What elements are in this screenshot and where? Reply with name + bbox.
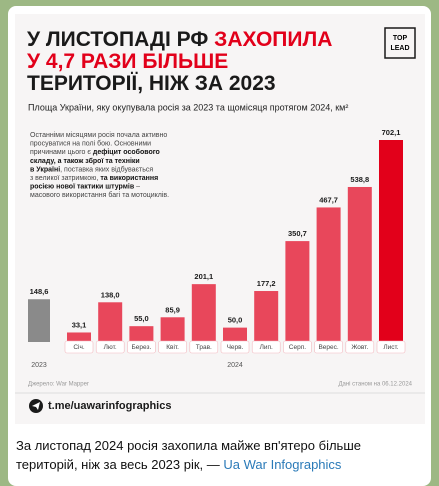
logo-box <box>384 27 416 59</box>
label-box <box>64 340 94 354</box>
value-label: 55,0 <box>134 314 149 323</box>
annotation-part: росією нової тактики штурмів <box>30 182 135 190</box>
value-label: 33,1 <box>72 320 87 329</box>
annotation-part: причинами цього є <box>30 149 93 156</box>
label-box <box>95 340 125 354</box>
label-box <box>314 340 343 354</box>
bar <box>316 207 341 342</box>
value-label: 148,6 <box>30 287 49 296</box>
bar <box>223 327 247 342</box>
bar <box>129 326 154 342</box>
title-part: ТЕРИТОРІЇ, НІЖ ЗА 2023 <box>27 72 276 95</box>
value-label: 201,1 <box>194 272 213 281</box>
x-tick-label: Трав. <box>196 344 212 351</box>
x-tick-label: Лист. <box>383 344 398 351</box>
bar <box>160 317 185 342</box>
bar <box>347 186 372 342</box>
x-tick-label: Жовт. <box>351 344 368 351</box>
caption: За листопад 2024 росія захопила майже вп… <box>16 436 426 474</box>
value-label: 350,7 <box>288 229 307 238</box>
date-note: Дані станом на 06.12.2024 <box>338 382 412 388</box>
annotation: Останніми місяцями росія почала активно <box>30 131 167 139</box>
logo-text: LEAD <box>390 45 409 52</box>
annotation: просуватися на полі бою. Основними <box>30 139 151 147</box>
label-box <box>189 340 219 354</box>
annotation: росією нової тактики штурмів – <box>30 182 140 190</box>
annotation-part: просуватися на полі бою. Основними <box>30 139 151 147</box>
source: Джерело: War Mapper <box>28 382 89 388</box>
bar <box>67 332 91 342</box>
x-tick-label: Верес. <box>318 344 338 351</box>
annotation: в Україні, поставка яких відбувається <box>30 165 153 173</box>
x-tick-label: Квіт. <box>166 343 179 351</box>
annotation: причинами цього є дефіцит особового <box>30 148 160 156</box>
annotation-part: в Україні <box>30 165 60 173</box>
bar <box>191 284 216 342</box>
caption-text: За листопад 2024 росія захопила майже вп… <box>16 438 361 472</box>
bar <box>28 299 50 342</box>
label-box <box>345 340 375 354</box>
x-tick-label: Лют. <box>104 344 117 351</box>
channel-link[interactable]: t.me/uawarinfographics <box>48 400 171 412</box>
bar <box>379 140 403 342</box>
value-label: 538,8 <box>350 175 369 184</box>
subtitle: Площа України, яку окупувала росія за 20… <box>28 102 348 112</box>
label-box <box>127 340 156 354</box>
title-part: У ЛИСТОПАДІ РФ <box>27 28 214 51</box>
bar <box>98 302 123 342</box>
annotation: масового використання багі та мотоциклів… <box>30 191 169 199</box>
annotation-part: складу, а також зброї та техніки <box>30 157 140 165</box>
infographic: TOP LEAD Площа України, яку окупувала ро… <box>15 27 425 413</box>
x-tick-label: Січ. <box>73 343 85 351</box>
label-box <box>376 340 406 354</box>
label-box <box>220 340 250 354</box>
telegram-plane <box>32 402 40 410</box>
chart-title: У 4,7 РАЗИ БІЛЬШЕ <box>27 50 228 73</box>
label-box <box>251 340 281 354</box>
label-box <box>158 340 187 354</box>
annotation-part: з великої затримкою, <box>30 175 100 182</box>
value-label: 138,0 <box>101 290 120 299</box>
value-label: 467,7 <box>319 195 338 204</box>
bar <box>254 291 279 342</box>
caption-link[interactable]: Ua War Infographics <box>223 457 342 472</box>
value-label: 50,0 <box>228 316 243 325</box>
x-tick-label: Берез. <box>132 344 152 351</box>
title-part: У 4,7 РАЗИ БІЛЬШЕ <box>27 50 228 73</box>
value-label: 177,2 <box>257 279 276 288</box>
annotation-part: Останніми місяцями росія почала активно <box>30 131 167 139</box>
chart-title: ТЕРИТОРІЇ, НІЖ ЗА 2023 <box>27 72 276 95</box>
title-part: ЗАХОПИЛА <box>214 28 332 51</box>
label-box <box>283 340 312 354</box>
x-tick-label: Черв. <box>227 344 244 351</box>
annotation: складу, а також зброї та техніки <box>30 157 140 165</box>
chart-title: У ЛИСТОПАДІ РФ ЗАХОПИЛА <box>27 28 332 51</box>
annotation-part: дефіцит особового <box>93 148 160 156</box>
annotation-part: масового використання багі та мотоциклів… <box>30 191 169 199</box>
logo-text: TOP <box>393 35 408 42</box>
annotation-part: та використання <box>100 175 158 182</box>
x-tick-label: Лип. <box>260 344 273 351</box>
annotation-part: , поставка яких відбувається <box>60 165 153 173</box>
x-tick-label: Серп. <box>289 344 306 351</box>
group-label: 2024 <box>227 362 243 369</box>
value-label: 702,1 <box>382 128 401 137</box>
value-label: 85,9 <box>165 305 180 314</box>
annotation: з великої затримкою, та використання <box>30 175 158 182</box>
annotation-part: – <box>134 183 140 190</box>
bar <box>285 241 310 342</box>
x-tick-label: 2023 <box>31 362 47 369</box>
